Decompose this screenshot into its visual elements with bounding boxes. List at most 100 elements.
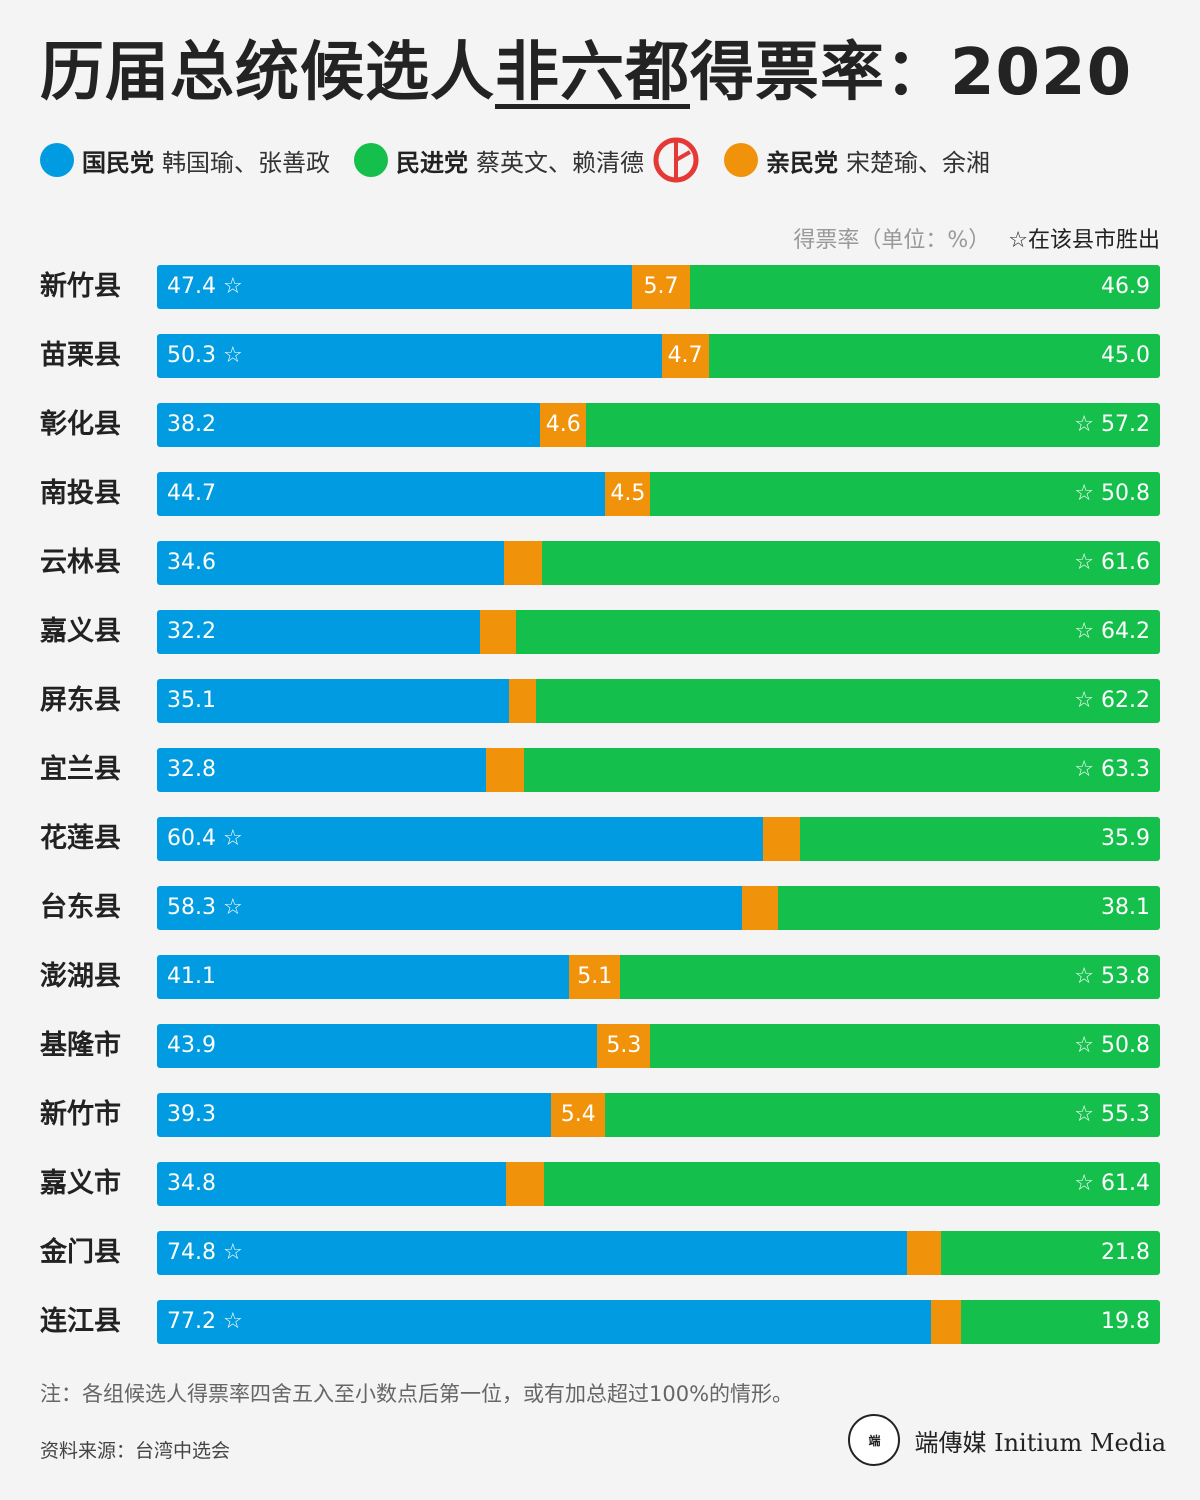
value-label-kmt: 43.9 [167, 1033, 216, 1058]
bar-kmt [157, 886, 742, 930]
value-label-dpp: 35.9 [1101, 826, 1150, 851]
bar-dpp [536, 679, 1160, 723]
bar-dpp [620, 955, 1160, 999]
bar-kmt [157, 817, 763, 861]
bar-dpp [605, 1093, 1160, 1137]
bar-dpp [516, 610, 1160, 654]
value-label-kmt: 35.1 [167, 688, 216, 713]
value-label-dpp: 46.9 [1101, 274, 1150, 299]
value-label-dpp: ☆ 62.2 [1074, 688, 1150, 713]
bar-kmt [157, 610, 480, 654]
row-label: 苗栗县 [40, 340, 121, 371]
value-label-kmt: 50.3 ☆ [167, 343, 243, 368]
value-label-dpp: 45.0 [1101, 343, 1150, 368]
bar-pfp [509, 679, 537, 723]
value-label-kmt: 77.2 ☆ [167, 1309, 243, 1334]
bar-kmt [157, 748, 487, 792]
bar-kmt [157, 1231, 908, 1275]
row-label: 宜兰县 [40, 754, 121, 785]
value-label-kmt: 34.6 [167, 550, 216, 575]
bar-kmt [157, 265, 633, 309]
row-label: 台东县 [40, 892, 121, 923]
bar-dpp [650, 472, 1160, 516]
value-label-kmt: 32.8 [167, 757, 216, 782]
value-label-kmt: 58.3 ☆ [167, 895, 243, 920]
bar-pfp [605, 472, 651, 516]
row-label: 新竹市 [40, 1099, 121, 1130]
title-post: 得票率：2020 [690, 36, 1133, 110]
bar-pfp [632, 265, 690, 309]
bar-kmt [157, 1093, 552, 1137]
value-label-kmt: 39.3 [167, 1102, 216, 1127]
bar-pfp [907, 1231, 942, 1275]
bar-pfp [504, 541, 543, 585]
value-label-pfp: 4.5 [610, 481, 646, 506]
value-label-kmt: 34.8 [167, 1171, 216, 1196]
bar-kmt [157, 472, 606, 516]
row-label: 连江县 [40, 1306, 121, 1337]
bar-pfp [741, 886, 778, 930]
value-label-dpp: ☆ 64.2 [1074, 619, 1150, 644]
bar-dpp [524, 748, 1160, 792]
row-label: 嘉义县 [40, 616, 121, 647]
value-label-dpp: ☆ 50.8 [1074, 481, 1150, 506]
row-label: 澎湖县 [40, 961, 121, 992]
value-label-dpp: ☆ 57.2 [1074, 412, 1150, 437]
unit-note-text: 得票率（单位：%） [793, 228, 991, 253]
bar-kmt [157, 1300, 932, 1344]
star-note: ☆在该县市胜出 [1008, 228, 1160, 253]
brand-logo: 端 端傳媒 Initium Media [848, 1414, 1166, 1466]
legend-dot-kmt [40, 143, 74, 177]
bar-pfp [661, 334, 709, 378]
bar-dpp [542, 541, 1160, 585]
bar-pfp [931, 1300, 962, 1344]
value-label-kmt: 38.2 [167, 412, 216, 437]
bar-kmt [157, 679, 510, 723]
bar-kmt [157, 1162, 507, 1206]
bar-pfp [569, 955, 621, 999]
bar-pfp [479, 610, 517, 654]
value-label-pfp: 5.1 [577, 964, 613, 989]
value-label-dpp: ☆ 50.8 [1074, 1033, 1150, 1058]
row-label: 屏东县 [40, 685, 121, 716]
value-label-kmt: 74.8 ☆ [167, 1240, 243, 1265]
value-label-pfp: 5.3 [606, 1033, 642, 1058]
unit-note: 得票率（单位：%） ☆在该县市胜出 [793, 222, 1160, 254]
legend-item-dpp: 民进党 蔡英文、赖清德 [354, 136, 700, 184]
value-label-pfp: 4.7 [667, 343, 703, 368]
value-label-pfp: 5.4 [560, 1102, 596, 1127]
value-label-dpp: ☆ 61.6 [1074, 550, 1150, 575]
bar-pfp [597, 1024, 651, 1068]
footnote: 注：各组候选人得票率四舍五入至小数点后第一位，或有加总超过100%的情形。 [40, 1382, 794, 1406]
value-label-dpp: 38.1 [1101, 895, 1150, 920]
logo-mark-icon: 端 [848, 1414, 901, 1466]
bar-kmt [157, 1024, 598, 1068]
bar-kmt [157, 403, 541, 447]
value-label-dpp: 19.8 [1101, 1309, 1150, 1334]
bar-kmt [157, 955, 570, 999]
row-label: 基隆市 [40, 1030, 121, 1061]
row-label: 嘉义市 [40, 1168, 121, 1199]
row-label: 金门县 [40, 1237, 121, 1268]
value-label-kmt: 60.4 ☆ [167, 826, 243, 851]
bar-pfp [540, 403, 587, 447]
legend: 国民党 韩国瑜、张善政 民进党 蔡英文、赖清德 亲民党 宋楚瑜、余湘 [40, 136, 1014, 184]
value-label-kmt: 41.1 [167, 964, 216, 989]
bar-dpp [799, 817, 1160, 861]
legend-names-dpp: 蔡英文、赖清德 [476, 148, 644, 177]
bar-dpp [544, 1162, 1160, 1206]
value-label-kmt: 32.2 [167, 619, 216, 644]
legend-dot-pfp [724, 143, 758, 177]
value-label-pfp: 4.6 [545, 412, 581, 437]
value-label-kmt: 44.7 [167, 481, 216, 506]
bar-kmt [157, 541, 505, 585]
bar-dpp [650, 1024, 1160, 1068]
legend-party-kmt: 国民党 [82, 148, 154, 177]
source-note: 资料来源：台湾中选会 [40, 1440, 231, 1462]
row-label: 花莲县 [40, 823, 121, 854]
legend-party-pfp: 亲民党 [766, 148, 838, 177]
legend-item-kmt: 国民党 韩国瑜、张善政 [40, 143, 330, 178]
bar-pfp [486, 748, 525, 792]
value-label-dpp: ☆ 63.3 [1074, 757, 1150, 782]
